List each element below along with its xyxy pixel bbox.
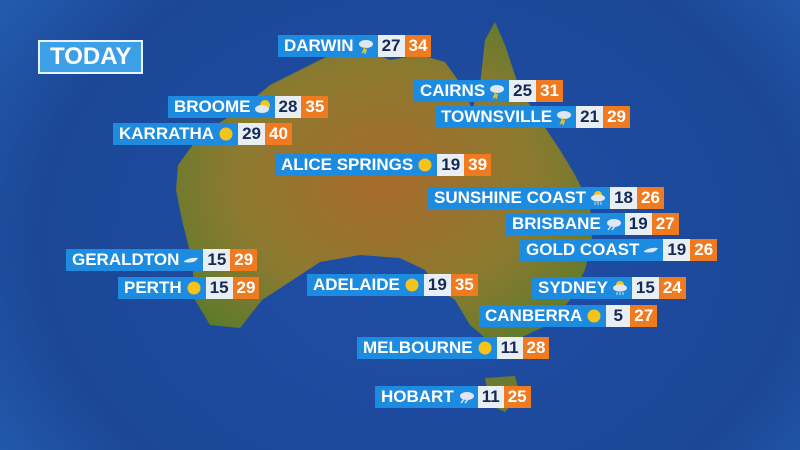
max-temp: 35	[450, 274, 478, 296]
city-name: ALICE SPRINGS	[281, 155, 414, 174]
min-temp: 15	[631, 277, 659, 299]
max-temp: 26	[637, 187, 664, 209]
city-name-box: ADELAIDE	[307, 274, 424, 296]
max-temp: 34	[404, 35, 432, 57]
city-name-box: DARWIN	[278, 35, 378, 57]
city-name: MELBOURNE	[363, 338, 473, 357]
min-temp: 15	[205, 277, 233, 299]
min-temp: 15	[203, 249, 231, 271]
sun-icon	[187, 281, 201, 295]
city-label-perth: PERTH 15 29	[118, 277, 260, 299]
city-name-box: SYDNEY	[532, 277, 632, 299]
city-label-melbourne: MELBOURNE 11 28	[357, 337, 550, 359]
max-temp: 24	[658, 277, 686, 299]
city-name: KARRATHA	[119, 124, 215, 143]
shower-icon	[459, 392, 474, 404]
city-label-geraldton: GERALDTON 15 29	[66, 249, 258, 271]
max-temp: 39	[464, 154, 492, 176]
sun-icon	[418, 158, 432, 172]
min-temp: 11	[496, 337, 523, 359]
max-temp: 26	[690, 239, 718, 261]
min-temp: 19	[437, 154, 465, 176]
today-title: TODAY	[38, 40, 144, 74]
max-temp: 29	[230, 249, 258, 271]
storm-icon	[358, 40, 373, 54]
wind-icon	[184, 257, 199, 263]
sun-icon	[405, 278, 419, 292]
city-name-box: GERALDTON	[66, 249, 204, 271]
city-name-box: CAIRNS	[414, 80, 510, 102]
showers-icon	[612, 281, 627, 295]
city-name: HOBART	[381, 387, 454, 406]
city-name: DARWIN	[284, 36, 354, 55]
min-temp: 21	[576, 106, 604, 128]
max-temp: 40	[264, 123, 292, 145]
city-label-brisbane: BRISBANE 19 27	[506, 213, 679, 235]
city-label-sunshine-coast: SUNSHINE COAST 18 26	[428, 187, 664, 209]
max-temp: 27	[630, 305, 658, 327]
city-name-box: MELBOURNE	[357, 337, 497, 359]
max-temp: 29	[232, 277, 260, 299]
city-label-adelaide: ADELAIDE 19 35	[307, 274, 478, 296]
city-label-darwin: DARWIN 27 34	[278, 35, 432, 57]
city-label-sydney: SYDNEY 15 24	[532, 277, 686, 299]
max-temp: 28	[522, 337, 550, 359]
city-name-box: HOBART	[375, 386, 478, 408]
city-label-alice-springs: ALICE SPRINGS 19 39	[275, 154, 492, 176]
city-name: SYDNEY	[538, 278, 608, 297]
city-label-canberra: CANBERRA 5 27	[479, 305, 658, 327]
city-label-cairns: CAIRNS 25 31	[414, 80, 564, 102]
city-name-box: GOLD COAST	[520, 239, 664, 261]
city-name: PERTH	[124, 278, 182, 297]
max-temp: 31	[536, 80, 564, 102]
min-temp: 5	[606, 305, 631, 327]
city-name-box: BROOME	[168, 96, 275, 118]
max-temp: 27	[651, 213, 679, 235]
storm-icon	[490, 85, 505, 99]
city-name: GERALDTON	[72, 250, 180, 269]
min-temp: 18	[610, 187, 637, 209]
city-name-box: TOWNSVILLE	[435, 106, 577, 128]
city-name-box: BRISBANE	[506, 213, 625, 235]
city-name-box: CANBERRA	[479, 305, 607, 327]
city-name-box: ALICE SPRINGS	[275, 154, 438, 176]
max-temp: 29	[603, 106, 630, 128]
city-name: SUNSHINE COAST	[434, 188, 587, 207]
min-temp: 28	[274, 96, 302, 118]
partly-cloudy-icon	[254, 100, 270, 113]
sun-icon	[478, 341, 492, 355]
city-name: TOWNSVILLE	[441, 107, 553, 126]
city-name-box: KARRATHA	[113, 123, 239, 145]
min-temp: 11	[477, 386, 504, 408]
city-label-gold-coast: GOLD COAST 19 26	[520, 239, 718, 261]
city-label-karratha: KARRATHA 29 40	[113, 123, 292, 145]
sun-icon	[587, 309, 601, 323]
shower-icon	[606, 219, 621, 231]
min-temp: 27	[377, 35, 405, 57]
max-temp: 35	[301, 96, 329, 118]
city-label-broome: BROOME 28 35	[168, 96, 329, 118]
city-name: ADELAIDE	[313, 275, 400, 294]
min-temp: 29	[238, 123, 265, 145]
city-name: BRISBANE	[512, 214, 601, 233]
max-temp: 25	[503, 386, 531, 408]
storm-icon	[557, 111, 572, 125]
sun-icon	[219, 127, 233, 141]
city-name: CANBERRA	[485, 306, 583, 325]
min-temp: 19	[663, 239, 691, 261]
city-name: BROOME	[174, 97, 251, 116]
min-temp: 19	[423, 274, 451, 296]
city-label-townsville: TOWNSVILLE 21 29	[435, 106, 630, 128]
city-name-box: SUNSHINE COAST	[428, 187, 611, 209]
city-name: CAIRNS	[420, 81, 486, 100]
city-name: GOLD COAST	[526, 240, 640, 259]
min-temp: 19	[624, 213, 652, 235]
min-temp: 25	[509, 80, 537, 102]
city-name-box: PERTH	[118, 277, 206, 299]
showers-icon	[591, 191, 606, 205]
city-label-hobart: HOBART 11 25	[375, 386, 531, 408]
wind-icon	[644, 247, 659, 253]
